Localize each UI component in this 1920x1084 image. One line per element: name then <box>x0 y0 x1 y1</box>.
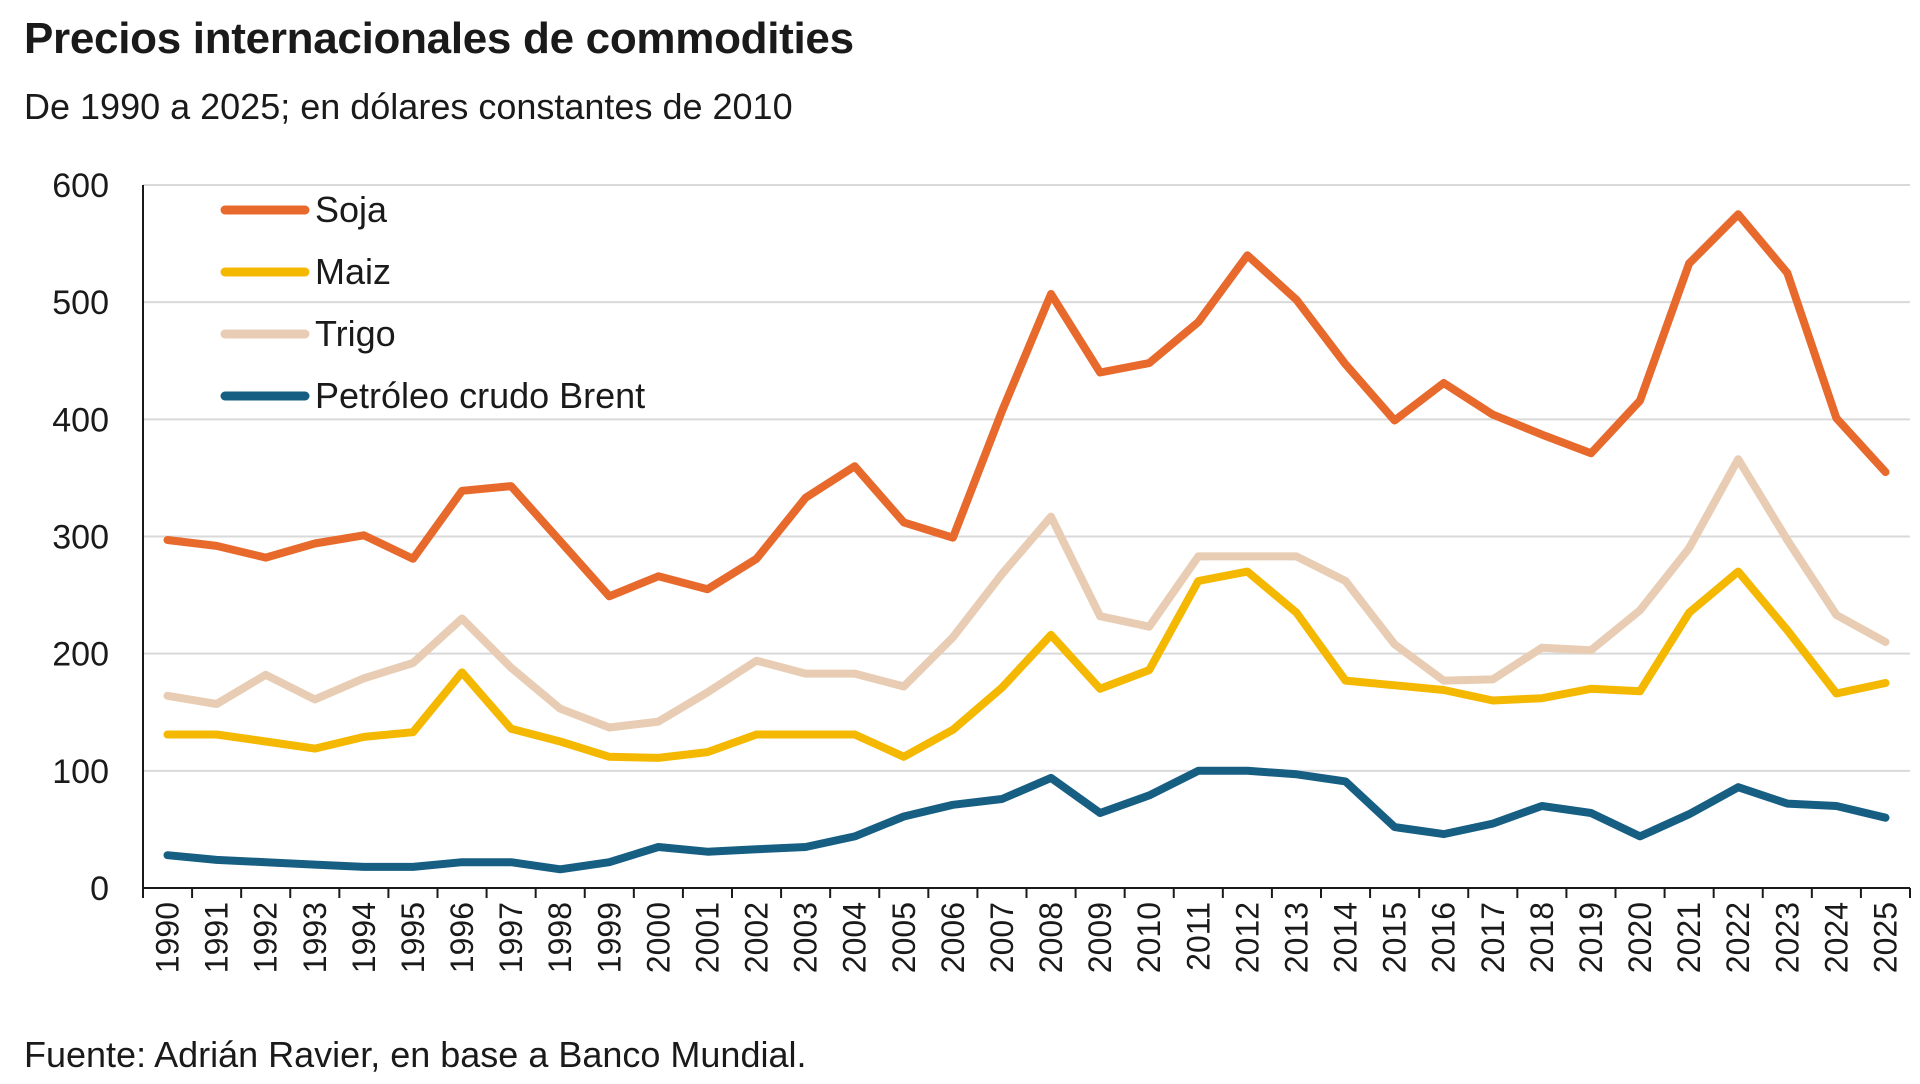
x-tick-label-1994: 1994 <box>346 902 382 973</box>
legend-label-maiz: Maiz <box>315 251 391 292</box>
x-tick-label-2021: 2021 <box>1671 902 1707 973</box>
x-tick-label-2006: 2006 <box>935 902 971 973</box>
x-tick-label-2023: 2023 <box>1769 902 1805 973</box>
x-tick-label-2012: 2012 <box>1229 902 1265 973</box>
legend-label-trigo: Trigo <box>315 313 396 354</box>
x-tick-label-1992: 1992 <box>248 902 284 973</box>
x-tick-label-2007: 2007 <box>984 902 1020 973</box>
x-tick-label-2022: 2022 <box>1720 902 1756 973</box>
x-tick-label-1996: 1996 <box>444 902 480 973</box>
y-tick-label-100: 100 <box>52 753 109 791</box>
x-tick-label-1995: 1995 <box>395 902 431 973</box>
y-tick-label-0: 0 <box>90 870 109 908</box>
x-tick-label-2005: 2005 <box>886 902 922 973</box>
x-tick-label-2003: 2003 <box>788 902 824 973</box>
x-tick-label-2016: 2016 <box>1426 902 1462 973</box>
x-tick-label-2013: 2013 <box>1278 902 1314 973</box>
y-tick-label-400: 400 <box>52 401 109 439</box>
x-tick-label-2018: 2018 <box>1524 902 1560 973</box>
x-tick-label-1999: 1999 <box>591 902 627 973</box>
x-tick-label-2025: 2025 <box>1867 902 1903 973</box>
x-tick-label-1991: 1991 <box>199 902 235 973</box>
source-note: Fuente: Adrián Ravier, en base a Banco M… <box>24 1034 807 1075</box>
series-line-trigo <box>163 455 1890 732</box>
y-tick-label-500: 500 <box>52 284 109 322</box>
series-line-petroleo-crudo-brent <box>163 766 1890 874</box>
series-line-maiz <box>163 567 1890 762</box>
y-tick-label-200: 200 <box>52 636 109 674</box>
y-tick-label-300: 300 <box>52 519 109 557</box>
x-tick-label-2014: 2014 <box>1328 902 1364 973</box>
x-tick-label-1990: 1990 <box>150 902 186 973</box>
x-tick-label-2019: 2019 <box>1573 902 1609 973</box>
x-tick-label-2001: 2001 <box>689 902 725 973</box>
x-tick-label-1993: 1993 <box>297 902 333 973</box>
x-tick-label-2000: 2000 <box>640 902 676 973</box>
x-tick-label-2008: 2008 <box>1033 902 1069 973</box>
x-tick-label-2011: 2011 <box>1180 902 1216 971</box>
x-tick-label-2024: 2024 <box>1818 902 1854 973</box>
legend-label-soja: Soja <box>315 189 388 230</box>
x-tick-label-1997: 1997 <box>493 902 529 973</box>
x-tick-label-2017: 2017 <box>1475 902 1511 973</box>
x-tick-label-2004: 2004 <box>837 902 873 973</box>
series-line-soja <box>163 210 1890 601</box>
x-tick-label-2009: 2009 <box>1082 902 1118 973</box>
x-tick-label-2020: 2020 <box>1622 902 1658 973</box>
x-tick-label-2010: 2010 <box>1131 902 1167 973</box>
chart-subtitle: De 1990 a 2025; en dólares constantes de… <box>24 86 793 127</box>
legend-label-petroleo-crudo-brent: Petróleo crudo Brent <box>315 375 645 416</box>
y-tick-label-600: 600 <box>52 167 109 205</box>
chart-title: Precios internacionales de commodities <box>24 14 854 63</box>
x-tick-label-2002: 2002 <box>739 902 775 973</box>
x-tick-label-2015: 2015 <box>1377 902 1413 973</box>
x-tick-label-1998: 1998 <box>542 902 578 973</box>
